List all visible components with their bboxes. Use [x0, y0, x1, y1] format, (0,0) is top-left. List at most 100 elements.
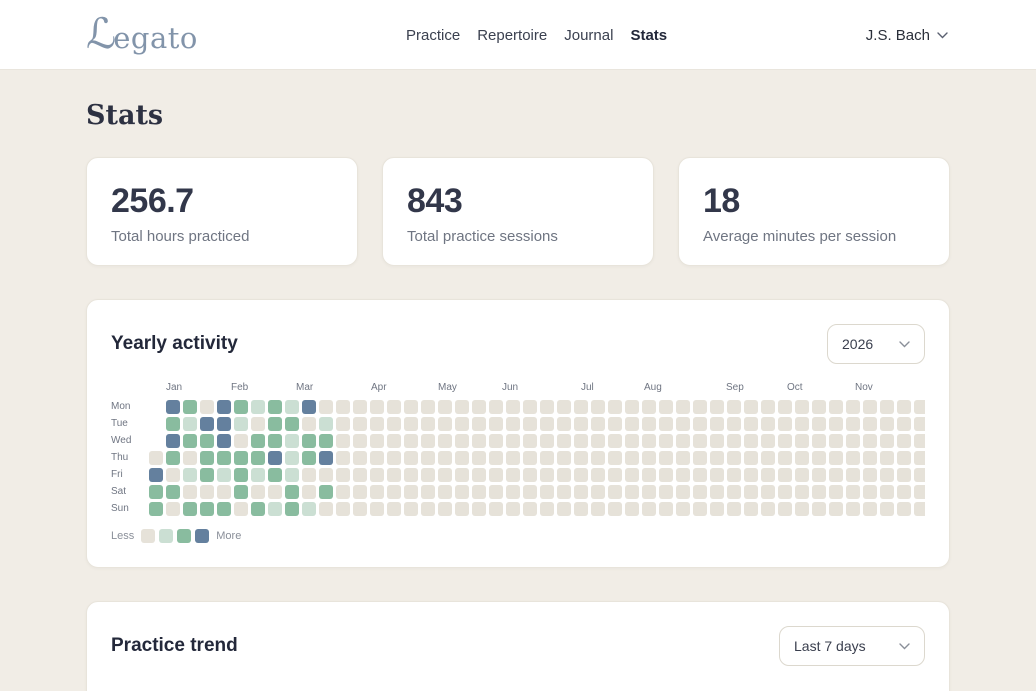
- heatmap-cell[interactable]: [540, 502, 554, 516]
- heatmap-cell[interactable]: [404, 400, 418, 414]
- heatmap-cell[interactable]: [166, 434, 180, 448]
- heatmap-cell[interactable]: [897, 468, 911, 482]
- heatmap-cell[interactable]: [200, 502, 214, 516]
- heatmap-cell[interactable]: [455, 417, 469, 431]
- heatmap-cell[interactable]: [676, 417, 690, 431]
- heatmap-cell[interactable]: [846, 400, 860, 414]
- heatmap-cell[interactable]: [302, 468, 316, 482]
- heatmap-cell[interactable]: [319, 451, 333, 465]
- heatmap-cell[interactable]: [710, 400, 724, 414]
- heatmap-cell[interactable]: [795, 434, 809, 448]
- heatmap-cell[interactable]: [472, 468, 486, 482]
- heatmap-cell[interactable]: [370, 502, 384, 516]
- heatmap-cell[interactable]: [370, 400, 384, 414]
- heatmap-cell[interactable]: [591, 502, 605, 516]
- nav-item-repertoire[interactable]: Repertoire: [477, 26, 548, 44]
- heatmap-cell[interactable]: [557, 485, 571, 499]
- heatmap-cell[interactable]: [676, 502, 690, 516]
- heatmap-cell[interactable]: [472, 434, 486, 448]
- heatmap-cell[interactable]: [404, 485, 418, 499]
- heatmap-cell[interactable]: [812, 451, 826, 465]
- heatmap-cell[interactable]: [863, 468, 877, 482]
- heatmap-cell[interactable]: [540, 417, 554, 431]
- heatmap-cell[interactable]: [863, 417, 877, 431]
- heatmap-cell[interactable]: [217, 451, 231, 465]
- heatmap-cell[interactable]: [727, 417, 741, 431]
- heatmap-cell[interactable]: [812, 485, 826, 499]
- user-menu[interactable]: J.S. Bach: [866, 0, 948, 70]
- heatmap-cell[interactable]: [183, 417, 197, 431]
- heatmap-cell[interactable]: [693, 451, 707, 465]
- heatmap-cell[interactable]: [438, 434, 452, 448]
- heatmap-cell[interactable]: [727, 434, 741, 448]
- heatmap-cell[interactable]: [336, 502, 350, 516]
- heatmap-cell[interactable]: [404, 502, 418, 516]
- heatmap-cell[interactable]: [387, 502, 401, 516]
- heatmap-cell[interactable]: [557, 451, 571, 465]
- heatmap-cell[interactable]: [404, 434, 418, 448]
- heatmap-cell[interactable]: [880, 502, 894, 516]
- heatmap-cell[interactable]: [523, 502, 537, 516]
- heatmap-cell[interactable]: [268, 417, 282, 431]
- heatmap-cell[interactable]: [625, 451, 639, 465]
- heatmap-cell[interactable]: [625, 400, 639, 414]
- heatmap-cell[interactable]: [914, 451, 925, 465]
- heatmap-cell[interactable]: [302, 451, 316, 465]
- heatmap-cell[interactable]: [897, 434, 911, 448]
- heatmap-cell[interactable]: [625, 485, 639, 499]
- heatmap-cell[interactable]: [846, 434, 860, 448]
- heatmap-cell[interactable]: [523, 400, 537, 414]
- heatmap-cell[interactable]: [217, 468, 231, 482]
- heatmap-cell[interactable]: [472, 417, 486, 431]
- heatmap-cell[interactable]: [506, 485, 520, 499]
- heatmap-cell[interactable]: [914, 485, 925, 499]
- heatmap-cell[interactable]: [234, 451, 248, 465]
- heatmap-cell[interactable]: [472, 485, 486, 499]
- heatmap-cell[interactable]: [251, 502, 265, 516]
- heatmap-cell[interactable]: [727, 485, 741, 499]
- heatmap-cell[interactable]: [727, 468, 741, 482]
- heatmap-cell[interactable]: [336, 434, 350, 448]
- heatmap-cell[interactable]: [319, 434, 333, 448]
- heatmap-cell[interactable]: [234, 468, 248, 482]
- heatmap-cell[interactable]: [574, 417, 588, 431]
- heatmap-cell[interactable]: [897, 417, 911, 431]
- heatmap-cell[interactable]: [523, 417, 537, 431]
- heatmap-cell[interactable]: [625, 417, 639, 431]
- heatmap-cell[interactable]: [149, 451, 163, 465]
- heatmap-cell[interactable]: [472, 400, 486, 414]
- heatmap-cell[interactable]: [302, 400, 316, 414]
- heatmap-cell[interactable]: [370, 417, 384, 431]
- heatmap-cell[interactable]: [319, 502, 333, 516]
- heatmap-cell[interactable]: [812, 434, 826, 448]
- heatmap-cell[interactable]: [166, 451, 180, 465]
- heatmap-cell[interactable]: [404, 417, 418, 431]
- heatmap-cell[interactable]: [285, 502, 299, 516]
- heatmap-cell[interactable]: [761, 417, 775, 431]
- heatmap-cell[interactable]: [880, 451, 894, 465]
- heatmap-cell[interactable]: [693, 417, 707, 431]
- heatmap-cell[interactable]: [523, 468, 537, 482]
- heatmap-cell[interactable]: [642, 485, 656, 499]
- heatmap-cell[interactable]: [659, 485, 673, 499]
- heatmap-cell[interactable]: [676, 434, 690, 448]
- heatmap-cell[interactable]: [319, 417, 333, 431]
- heatmap-cell[interactable]: [421, 434, 435, 448]
- heatmap-cell[interactable]: [642, 417, 656, 431]
- heatmap-cell[interactable]: [200, 468, 214, 482]
- heatmap-cell[interactable]: [574, 502, 588, 516]
- heatmap-cell[interactable]: [489, 400, 503, 414]
- heatmap-cell[interactable]: [608, 400, 622, 414]
- heatmap-cell[interactable]: [744, 434, 758, 448]
- heatmap-cell[interactable]: [200, 417, 214, 431]
- heatmap-cell[interactable]: [744, 400, 758, 414]
- heatmap-cell[interactable]: [778, 468, 792, 482]
- heatmap-cell[interactable]: [829, 400, 843, 414]
- heatmap-cell[interactable]: [353, 434, 367, 448]
- heatmap-cell[interactable]: [540, 468, 554, 482]
- heatmap-cell[interactable]: [183, 468, 197, 482]
- heatmap-cell[interactable]: [591, 417, 605, 431]
- heatmap-cell[interactable]: [846, 502, 860, 516]
- heatmap-cell[interactable]: [489, 417, 503, 431]
- heatmap-cell[interactable]: [591, 400, 605, 414]
